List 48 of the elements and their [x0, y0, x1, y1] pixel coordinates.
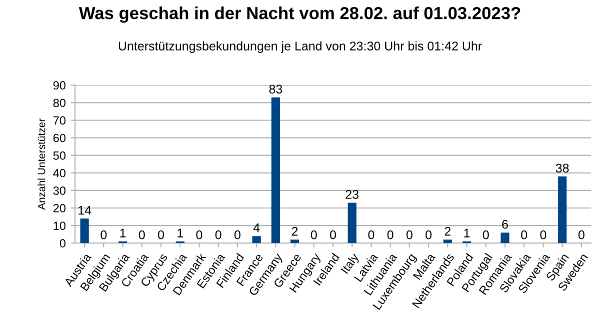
y-tick-label: 60 — [53, 134, 66, 142]
data-label: 0 — [215, 230, 222, 240]
data-label: 0 — [540, 230, 546, 240]
data-label: 2 — [444, 226, 451, 236]
chart-subtitle: Unterstützungsbekundungen je Land von 23:30 Uhr bis 01:42 Uhr — [118, 41, 482, 53]
data-label: 0 — [158, 230, 164, 240]
y-tick-label: 40 — [53, 168, 66, 178]
data-label: 1 — [178, 228, 183, 238]
y-tick-label: 30 — [53, 186, 66, 195]
data-label: 0 — [100, 230, 107, 240]
bar — [80, 218, 89, 244]
data-label: 0 — [330, 230, 336, 240]
y-tick-label: 10 — [54, 222, 66, 230]
y-tick-label: 50 — [53, 151, 66, 160]
data-label: 0 — [310, 230, 317, 240]
bar — [348, 202, 356, 244]
data-label: 0 — [578, 230, 584, 240]
y-tick-label: 90 — [53, 81, 66, 90]
data-label: 83 — [269, 84, 282, 94]
data-label: 0 — [482, 230, 489, 240]
bar — [271, 97, 280, 244]
bar — [290, 240, 300, 244]
data-label: 0 — [368, 230, 374, 240]
data-label: 4 — [253, 224, 260, 232]
data-label: 1 — [464, 228, 470, 238]
data-label: 14 — [78, 206, 92, 215]
y-tick-label: 20 — [53, 204, 66, 212]
chart-title: Was geschah in der Nacht vom 28.02. auf 01.03.2023? — [78, 6, 520, 23]
data-label: 2 — [292, 226, 298, 236]
bar — [443, 240, 452, 244]
data-label: 0 — [521, 230, 528, 240]
data-label: 38 — [556, 164, 569, 173]
data-label: 23 — [346, 190, 359, 199]
data-label: 0 — [138, 230, 145, 240]
data-label: 0 — [426, 230, 432, 240]
y-tick-label: 0 — [60, 239, 66, 248]
bar — [252, 236, 261, 244]
data-label: 1 — [120, 228, 126, 238]
data-label: 0 — [387, 230, 394, 240]
y-tick-label: 70 — [53, 116, 66, 125]
bar — [558, 176, 567, 244]
y-axis-title: Anzahl Unterstützer — [38, 118, 46, 210]
data-label: 6 — [502, 220, 508, 229]
y-tick-label: 80 — [53, 98, 66, 108]
data-label: 0 — [196, 230, 202, 240]
bar — [500, 232, 510, 244]
data-label: 0 — [234, 230, 240, 240]
data-label: 0 — [406, 230, 412, 240]
